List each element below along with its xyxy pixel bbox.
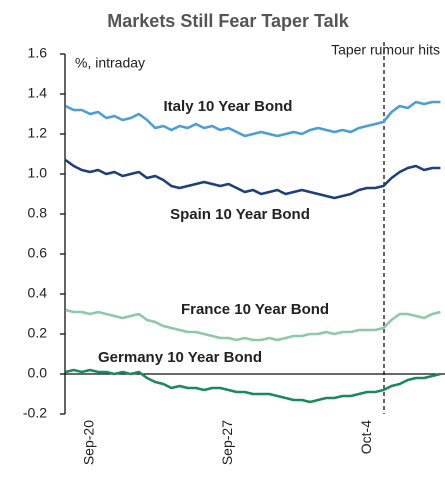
y-tick-label: 1.0 <box>28 165 48 181</box>
x-tick-label: Sep-20 <box>81 420 97 465</box>
series-label: Germany 10 Year Bond <box>98 349 262 366</box>
y-tick-label: 0.0 <box>28 365 48 381</box>
x-tick-label: Oct-4 <box>358 420 374 454</box>
y-tick-label: 0.4 <box>28 285 48 301</box>
series-label: Italy 10 Year Bond <box>164 98 293 115</box>
y-tick-label: -0.2 <box>23 405 47 421</box>
y-tick-label: 0.6 <box>28 245 48 261</box>
y-tick-label: 1.4 <box>28 85 48 101</box>
y-tick-label: 0.2 <box>28 325 48 341</box>
y-tick-label: 1.2 <box>28 125 48 141</box>
series-line <box>64 158 441 200</box>
series-line <box>65 308 441 342</box>
y-tick-label: 1.6 <box>28 45 48 61</box>
y-axis-label: %, intraday <box>75 55 145 71</box>
series-line <box>64 100 441 138</box>
chart-title: Markets Still Fear Taper Talk <box>107 11 349 31</box>
annotation: Taper rumour hits <box>331 42 440 58</box>
series-label: France 10 Year Bond <box>181 301 329 318</box>
series-label: Spain 10 Year Bond <box>170 206 310 223</box>
y-tick-label: 0.8 <box>28 205 48 221</box>
x-tick-label: Sep-27 <box>219 420 235 465</box>
series-line <box>65 368 441 404</box>
